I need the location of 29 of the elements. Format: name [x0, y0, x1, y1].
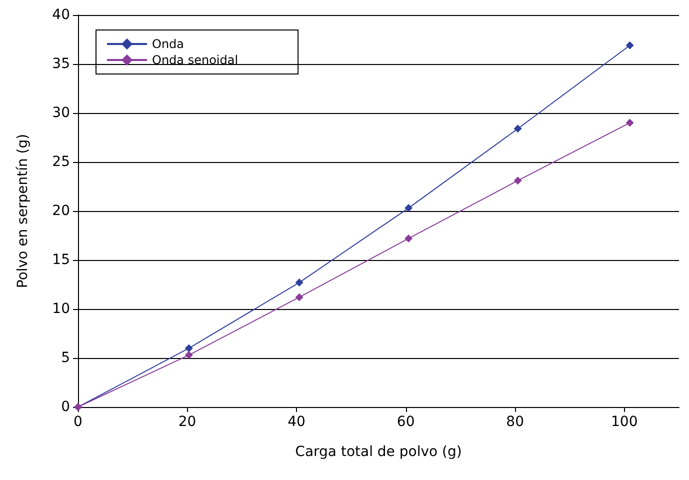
point: [404, 204, 413, 212]
point: [184, 344, 193, 352]
x-axis-title: Carga total de polvo (g): [295, 444, 462, 460]
y-tick-label: 0: [61, 399, 70, 415]
point: [404, 234, 413, 242]
point: [514, 124, 522, 133]
x-tick-label: 60: [396, 414, 415, 430]
x-tick-label: 100: [610, 414, 638, 430]
y-tick-label: 5: [61, 350, 70, 366]
x-tick-label: 20: [178, 414, 196, 430]
point: [295, 293, 304, 302]
y-tick-label: 30: [52, 105, 70, 121]
x-tick-label: 40: [288, 414, 306, 430]
point: [514, 176, 522, 185]
y-tick-label: 15: [52, 252, 70, 268]
y-tick-label: 35: [52, 56, 70, 72]
y-tick-label: 10: [52, 301, 70, 317]
y-tick-label: 25: [52, 154, 70, 170]
x-tick-label: 0: [74, 414, 82, 430]
x-tick-label: 80: [506, 414, 524, 430]
y-tick-label: 20: [52, 203, 70, 219]
legend-label: Onda: [152, 37, 184, 51]
point: [295, 278, 304, 287]
y-axis-title: Polvo en serpentín (g): [15, 134, 31, 288]
legend-label: Onda senoidal: [152, 53, 238, 67]
point: [626, 118, 634, 127]
point: [184, 351, 193, 360]
y-tick-label: 40: [52, 7, 70, 23]
point: [626, 41, 634, 50]
